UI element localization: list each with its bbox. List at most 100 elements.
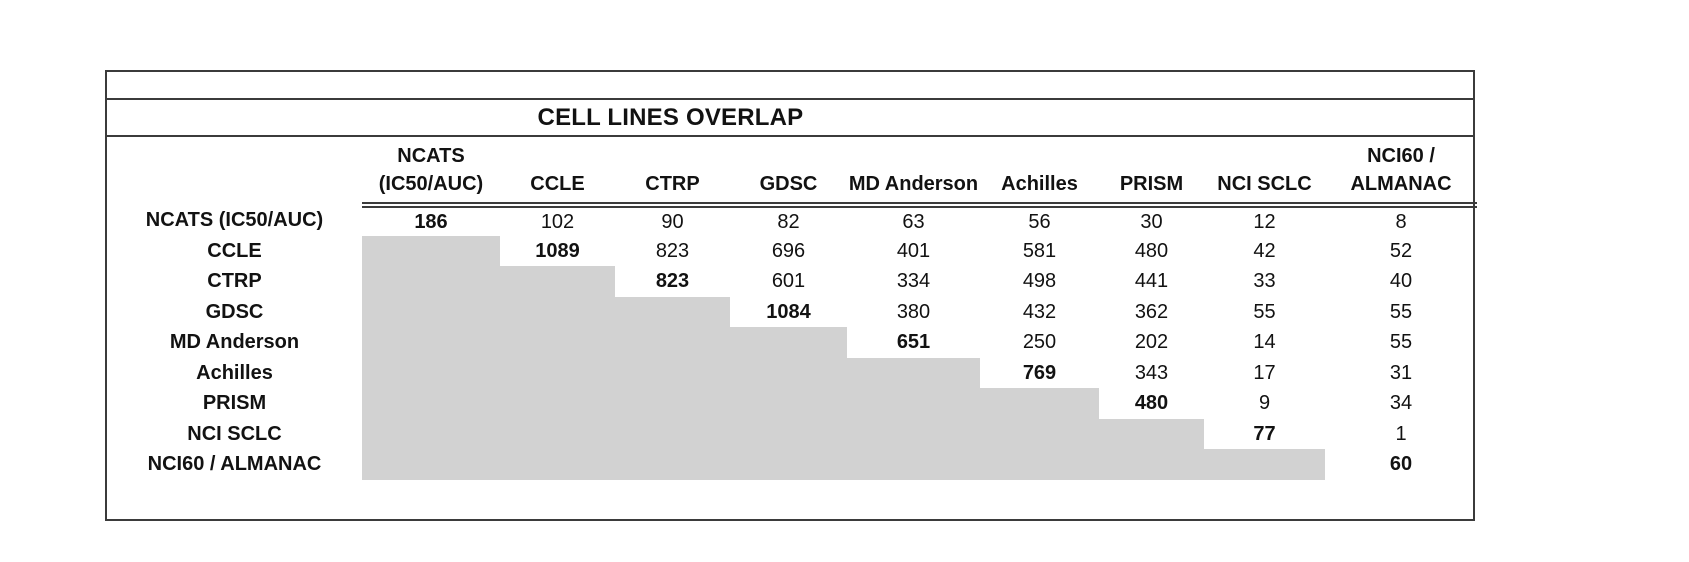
column-header: NCATS (IC50/AUC) bbox=[362, 137, 500, 208]
column-header: MD Anderson bbox=[847, 137, 980, 208]
value-cell: 250 bbox=[1022, 331, 1057, 354]
row-label: CTRP bbox=[207, 270, 262, 293]
row-label: NCI60 / ALMANAC bbox=[147, 453, 322, 476]
shaded-cell bbox=[730, 327, 847, 358]
value-cell: 9 bbox=[1258, 392, 1271, 415]
shaded-cell bbox=[847, 418, 980, 449]
shaded-cell bbox=[362, 235, 500, 266]
shaded-cell bbox=[730, 357, 847, 388]
diagonal-value-cell: 77 bbox=[1253, 422, 1276, 445]
shaded-cell bbox=[847, 357, 980, 388]
diagonal-value-cell: 769 bbox=[1022, 361, 1057, 384]
value-cell: 8 bbox=[1395, 210, 1407, 233]
table-title-container: CELL LINES OVERLAP bbox=[107, 104, 1234, 132]
row-label-column-header-empty bbox=[107, 137, 362, 205]
shaded-cell bbox=[500, 418, 615, 449]
table-row: NCATS (IC50/AUC) 186 102 90 82 63 56 30 12 8 bbox=[107, 205, 1477, 236]
row-label: PRISM bbox=[202, 392, 267, 415]
value-cell: 334 bbox=[896, 270, 931, 293]
column-header: Achilles bbox=[980, 137, 1099, 208]
column-header: CCLE bbox=[500, 137, 615, 208]
value-cell: 441 bbox=[1134, 270, 1169, 293]
table-title-row: CELL LINES OVERLAP bbox=[107, 100, 1473, 137]
cell-lines-overlap-table: CELL LINES OVERLAP NCATS (IC50/AUC) CCLE CT… bbox=[105, 70, 1477, 521]
shaded-cell bbox=[980, 418, 1099, 449]
value-cell: 12 bbox=[1253, 210, 1276, 233]
row-label: Achilles bbox=[196, 361, 273, 384]
table-row: CTRP 823 601 334 498 441 33 40 bbox=[107, 266, 1477, 297]
diagonal-value-cell: 1089 bbox=[535, 239, 580, 262]
shaded-cell bbox=[1099, 449, 1204, 480]
value-cell: 33 bbox=[1253, 270, 1276, 293]
shaded-cell bbox=[615, 327, 730, 358]
diagonal-value-cell: 480 bbox=[1134, 392, 1169, 415]
matrix-body: NCATS (IC50/AUC) 186 102 90 82 63 56 30 12 8 CCLE 1… bbox=[107, 205, 1477, 480]
shaded-cell bbox=[730, 388, 847, 419]
value-cell: 42 bbox=[1253, 239, 1276, 262]
column-header: CTRP bbox=[615, 137, 730, 208]
overlap-matrix: NCATS (IC50/AUC) CCLE CTRP GDSC MD Anderson Ac… bbox=[107, 137, 1477, 480]
diagonal-value-cell: 823 bbox=[655, 270, 690, 293]
row-label: MD Anderson bbox=[169, 331, 300, 354]
shaded-cell bbox=[500, 388, 615, 419]
shaded-cell bbox=[847, 388, 980, 419]
value-cell: 401 bbox=[896, 239, 931, 262]
value-cell: 55 bbox=[1389, 300, 1413, 323]
value-cell: 343 bbox=[1134, 361, 1169, 384]
column-header: NCI SCLC bbox=[1204, 137, 1325, 208]
value-cell: 498 bbox=[1022, 270, 1057, 293]
shaded-cell bbox=[500, 296, 615, 327]
value-cell: 63 bbox=[902, 210, 925, 233]
column-header: PRISM bbox=[1099, 137, 1204, 208]
table-row: NCI60 / ALMANAC 60 bbox=[107, 449, 1477, 480]
shaded-cell bbox=[500, 327, 615, 358]
shaded-cell bbox=[362, 418, 500, 449]
value-cell: 102 bbox=[540, 210, 575, 233]
shaded-cell bbox=[362, 327, 500, 358]
value-cell: 40 bbox=[1389, 270, 1413, 293]
diagonal-value-cell: 651 bbox=[896, 331, 931, 354]
value-cell: 31 bbox=[1389, 361, 1413, 384]
shaded-cell bbox=[500, 449, 615, 480]
value-cell: 82 bbox=[777, 210, 800, 233]
shaded-cell bbox=[500, 266, 615, 297]
table-row: CCLE 1089 823 696 401 581 480 42 52 bbox=[107, 235, 1477, 266]
table-row: MD Anderson 651 250 202 14 55 bbox=[107, 327, 1477, 358]
diagonal-value-cell: 60 bbox=[1389, 453, 1413, 476]
shaded-cell bbox=[362, 266, 500, 297]
shaded-cell bbox=[362, 296, 500, 327]
value-cell: 30 bbox=[1140, 210, 1163, 233]
table-row: NCI SCLC 77 1 bbox=[107, 418, 1477, 449]
table-row: Achilles 769 343 17 31 bbox=[107, 357, 1477, 388]
diagonal-value-cell: 186 bbox=[414, 210, 448, 233]
shaded-cell bbox=[730, 418, 847, 449]
value-cell: 380 bbox=[896, 300, 931, 323]
matrix-header-row: NCATS (IC50/AUC) CCLE CTRP GDSC MD Anderson Ac… bbox=[107, 137, 1477, 208]
shaded-cell bbox=[615, 388, 730, 419]
shaded-cell bbox=[362, 449, 500, 480]
shaded-cell bbox=[615, 296, 730, 327]
row-label: NCATS (IC50/AUC) bbox=[145, 209, 324, 232]
value-cell: 90 bbox=[661, 210, 684, 233]
value-cell: 601 bbox=[771, 270, 806, 293]
value-cell: 432 bbox=[1022, 300, 1057, 323]
shaded-cell bbox=[847, 449, 980, 480]
row-label: GDSC bbox=[205, 300, 264, 323]
table-row: PRISM 480 9 34 bbox=[107, 388, 1477, 419]
matrix-header: NCATS (IC50/AUC) CCLE CTRP GDSC MD Anderson Ac… bbox=[107, 137, 1477, 208]
column-header: GDSC bbox=[730, 137, 847, 208]
empty-top-band bbox=[107, 72, 1473, 100]
shaded-cell bbox=[1099, 418, 1204, 449]
shaded-cell bbox=[980, 388, 1099, 419]
shaded-cell bbox=[980, 449, 1099, 480]
value-cell: 14 bbox=[1253, 331, 1276, 354]
value-cell: 696 bbox=[771, 239, 806, 262]
shaded-cell bbox=[362, 388, 500, 419]
value-cell: 52 bbox=[1389, 239, 1413, 262]
value-cell: 55 bbox=[1253, 300, 1276, 323]
shaded-cell bbox=[500, 357, 615, 388]
diagonal-value-cell: 1084 bbox=[766, 300, 811, 323]
value-cell: 34 bbox=[1389, 392, 1413, 415]
shaded-cell bbox=[615, 357, 730, 388]
